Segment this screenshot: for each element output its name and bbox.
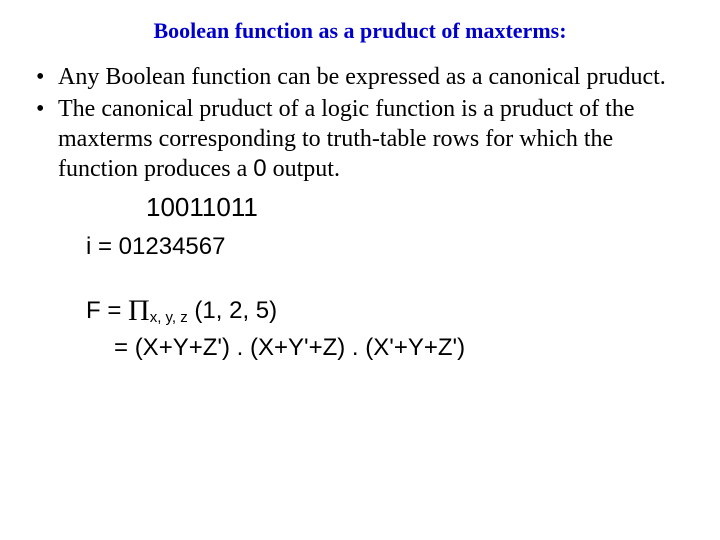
formula-expansion: (X+Y+Z') . (X+Y'+Z) . (X'+Y+Z')	[135, 334, 465, 361]
zero-literal: 0	[253, 155, 266, 182]
slide: Boolean function as a pruduct of maxterm…	[0, 0, 720, 540]
formula-args: (1, 2, 5)	[188, 297, 277, 324]
bullet-dot-icon: •	[36, 94, 58, 184]
bullet-text-suffix: output.	[267, 156, 340, 182]
formula-block: F = Πx, y, z (1, 2, 5) = (X+Y+Z') . (X+Y…	[86, 291, 692, 364]
index-line: i = 01234567	[86, 233, 692, 261]
bullet-item: • The canonical pruduct of a logic funct…	[36, 94, 692, 184]
formula-subscript: x, y, z	[150, 309, 188, 326]
formula-line-1: F = Πx, y, z (1, 2, 5)	[86, 291, 692, 332]
bullet-item: • Any Boolean function can be expressed …	[36, 62, 692, 92]
bullet-list: • Any Boolean function can be expressed …	[28, 62, 692, 184]
slide-title: Boolean function as a pruduct of maxterm…	[28, 18, 692, 44]
product-symbol-icon: Π	[128, 294, 150, 327]
bullet-text-prefix: The canonical pruduct of a logic functio…	[58, 96, 634, 182]
bullet-dot-icon: •	[36, 62, 58, 92]
truth-table-bitstring: 10011011	[146, 192, 692, 223]
bullet-text: Any Boolean function can be expressed as…	[58, 62, 692, 92]
formula-expansion-prefix: =	[114, 334, 135, 361]
formula-lhs: F =	[86, 297, 128, 324]
bullet-text: The canonical pruduct of a logic functio…	[58, 94, 692, 184]
formula-line-2: = (X+Y+Z') . (X+Y'+Z) . (X'+Y+Z')	[114, 332, 692, 364]
